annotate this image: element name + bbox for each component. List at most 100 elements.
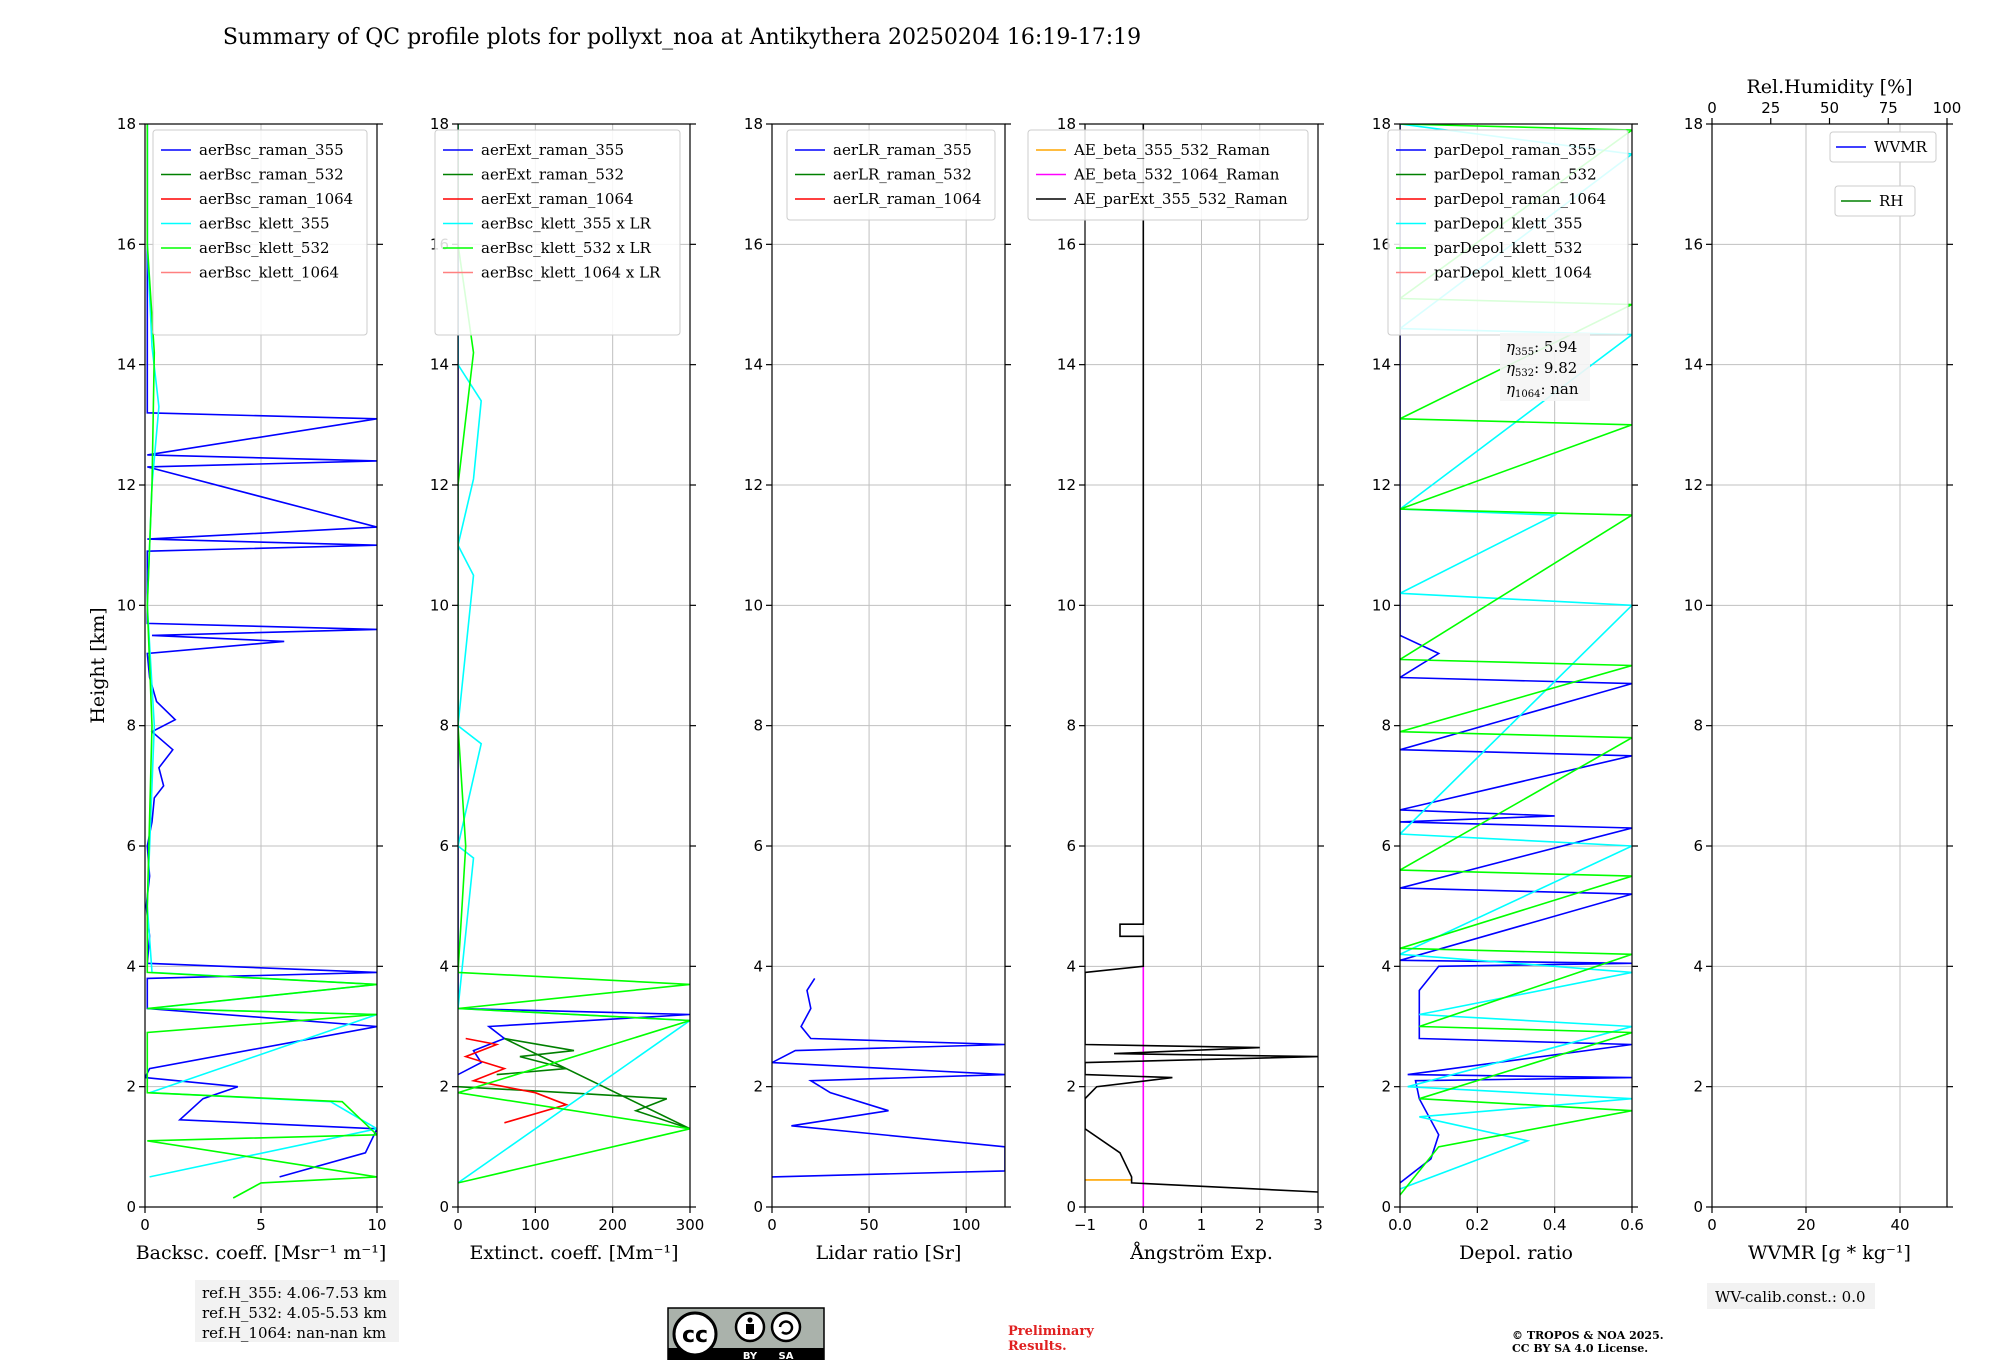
legend-entry: aerBsc_raman_1064 [199, 190, 353, 208]
x-tick-label: 0.6 [1620, 1216, 1644, 1234]
x-tick-label: 0.0 [1388, 1216, 1412, 1234]
legend-box [434, 129, 681, 336]
y-tick-label: 8 [439, 717, 449, 735]
y-tick-label: 8 [753, 717, 763, 735]
legend-entry: parDepol_raman_532 [1434, 166, 1597, 184]
top-x-tick-label: 0 [1707, 99, 1717, 117]
y-tick-label: 10 [117, 596, 136, 614]
y-tick-label: 16 [744, 235, 763, 253]
x-tick-label: 2 [1255, 1216, 1265, 1234]
eta-532: η532: 9.82 [1506, 359, 1577, 379]
panel-bsc: 0 5 10 0 2 4 6 8 10 12 14 16 18 Backsc. coeff. [Msr⁻¹… [87, 115, 387, 1264]
y-tick-label: 12 [744, 476, 763, 494]
legend-entry: aerBsc_raman_355 [199, 141, 344, 159]
legend-entry: aerBsc_klett_355 x LR [481, 215, 652, 233]
x-tick-label: 0 [453, 1216, 463, 1234]
legend-entry: aerExt_raman_355 [481, 141, 624, 159]
panel-wv: 0 20 40 0 2 4 6 8 10 12 14 16 18 WVMR [g * kg⁻¹] 0 25 50… [1684, 76, 1961, 1264]
y-tick-label: 18 [1684, 115, 1703, 133]
x-tick-label: 0 [1707, 1216, 1717, 1234]
legend-entry: AE_beta_355_532_Raman [1073, 141, 1270, 159]
top-x-tick-label: 50 [1820, 99, 1839, 117]
figure-title: Summary of QC profile plots for pollyxt_… [223, 25, 1141, 50]
y-tick-label: 10 [1372, 596, 1391, 614]
x-tick-label: 50 [860, 1216, 879, 1234]
cc-logo-text: cc [682, 1323, 708, 1348]
y-tick-label: 8 [1066, 717, 1076, 735]
y-tick-label: 18 [430, 115, 449, 133]
copyright-line-2: CC BY SA 4.0 License. [1512, 1342, 1648, 1355]
top-x-tick-label: 100 [1933, 99, 1962, 117]
top-x-axis-label: Rel.Humidity [%] [1746, 76, 1912, 98]
legend-entry: parDepol_klett_532 [1434, 239, 1583, 257]
y-tick-label: 10 [1057, 596, 1076, 614]
series-line-aerbsc-klett-532 [146, 124, 377, 1199]
x-tick-label: 100 [952, 1216, 981, 1234]
legend-entry: aerBsc_klett_355 [199, 215, 330, 233]
y-tick-label: 10 [744, 596, 763, 614]
x-axis-label: Ångström Exp. [1129, 1242, 1273, 1264]
x-axis-label: Backsc. coeff. [Msr⁻¹ m⁻¹] [136, 1242, 387, 1264]
y-tick-label: 14 [1684, 356, 1703, 374]
y-tick-label: 8 [1381, 717, 1391, 735]
legend-entry: aerExt_raman_1064 [481, 190, 634, 208]
top-x-tick-label: 25 [1761, 99, 1780, 117]
y-tick-label: 16 [117, 235, 136, 253]
x-tick-label: 20 [1796, 1216, 1815, 1234]
legend: AE_beta_355_532_Raman AE_beta_532_1064_Ra… [1027, 129, 1309, 221]
y-tick-label: 18 [1372, 115, 1391, 133]
preliminary-line-1: Preliminary [1008, 1324, 1094, 1339]
legend-box [1027, 129, 1309, 221]
series-line-aerbsc-klett-355-x-lr [458, 124, 690, 1184]
axes-frame [1711, 123, 1948, 1208]
axes-frame [771, 123, 1006, 1208]
legend-entry: aerBsc_klett_532 [199, 239, 330, 257]
panel-ext: 0100200300024681012141618Extinct. coeff.… [430, 115, 704, 1264]
series-line-aerext-raman-1064 [463, 1037, 569, 1124]
y-tick-label: 16 [1057, 235, 1076, 253]
legend-entry: parDepol_raman_355 [1434, 141, 1597, 159]
y-tick-label: 14 [744, 356, 763, 374]
y-tick-label: 18 [117, 115, 136, 133]
sa-label: SA [779, 1351, 794, 1360]
y-tick-label: 16 [1372, 235, 1391, 253]
x-axis-label: Lidar ratio [Sr] [816, 1242, 962, 1264]
y-tick-label: 8 [1693, 717, 1703, 735]
legend-entry: aerExt_raman_532 [481, 166, 624, 184]
y-tick-label: 2 [126, 1078, 136, 1096]
refh-532: ref.H_532: 4.05-5.53 km [202, 1304, 387, 1322]
legend-entry: AE_beta_532_1064_Raman [1073, 166, 1280, 184]
x-tick-label: 100 [521, 1216, 550, 1234]
legend-entry: aerLR_raman_355 [833, 141, 972, 159]
legend-entry: RH [1879, 192, 1903, 210]
refh-355: ref.H_355: 4.06-7.53 km [202, 1284, 387, 1302]
legend: aerExt_raman_355 aerExt_raman_532 aerExt_r… [434, 129, 681, 336]
axes-frame [457, 123, 691, 1208]
sa-icon [770, 1311, 802, 1343]
series-line-aerext-raman-532 [458, 1037, 690, 1130]
y-tick-label: 6 [439, 837, 449, 855]
y-tick-label: 14 [1057, 356, 1076, 374]
series-line-ae-parext-355-532-raman [1085, 124, 1318, 1193]
x-tick-label: 5 [256, 1216, 266, 1234]
y-axis-label: Height [km] [87, 607, 109, 723]
x-tick-label: 40 [1890, 1216, 1909, 1234]
legend-entry: AE_parExt_355_532_Raman [1073, 190, 1288, 208]
legend: WVMR RH [1829, 131, 1937, 217]
y-tick-label: 14 [1372, 356, 1391, 374]
y-tick-label: 4 [753, 957, 763, 975]
refh-1064: ref.H_1064: nan-nan km [202, 1324, 386, 1342]
y-tick-label: 12 [1372, 476, 1391, 494]
legend: aerBsc_raman_355 aerBsc_raman_532 aerBsc_r… [152, 129, 368, 336]
y-tick-label: 2 [1693, 1078, 1703, 1096]
by-label: BY [743, 1351, 758, 1360]
legend-entry: aerLR_raman_1064 [833, 190, 981, 208]
panel-lr: 0 50 100 0 2 4 6 8 10 12 14 16 18 Lidar ratio [Sr] aer… [744, 115, 1011, 1264]
y-tick-label: 18 [744, 115, 763, 133]
y-tick-label: 6 [753, 837, 763, 855]
legend-box [152, 129, 368, 336]
eta-box [1500, 333, 1590, 401]
eta-355: η355: 5.94 [1506, 338, 1577, 358]
y-tick-label: 10 [1684, 596, 1703, 614]
